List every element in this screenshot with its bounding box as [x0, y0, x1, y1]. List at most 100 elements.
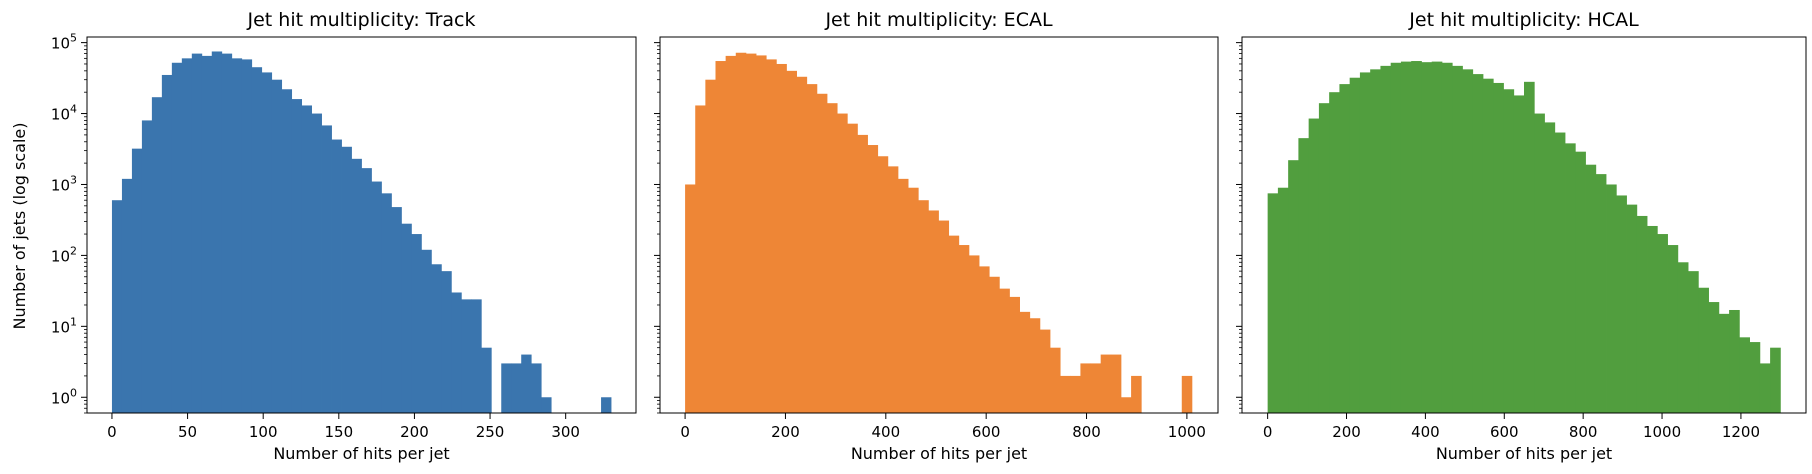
- ecal-bar: [908, 187, 919, 413]
- ecal-bar: [1181, 375, 1193, 413]
- track-bar: [511, 363, 522, 413]
- hcal-x-tick-label: 800: [1569, 423, 1598, 441]
- ecal-bar: [989, 276, 1000, 413]
- ecal-bar: [968, 255, 980, 413]
- track-bar: [471, 299, 482, 413]
- hcal-bar: [1729, 309, 1740, 413]
- hcal-bar: [1308, 118, 1320, 414]
- ecal-x-axis-label: Number of hits per jet: [851, 444, 1027, 463]
- hcal-bar: [1380, 65, 1392, 414]
- track-bar: [111, 200, 123, 413]
- track-bar: [161, 74, 173, 414]
- hcal-bar: [1288, 160, 1299, 413]
- track-bar: [601, 397, 612, 413]
- ecal-bar: [897, 178, 909, 413]
- track-bar: [341, 146, 352, 413]
- track-bar: [271, 79, 283, 413]
- track-bar: [481, 347, 492, 413]
- ecal-bar: [776, 63, 787, 413]
- track-bars: [111, 51, 612, 414]
- track-bar: [231, 58, 243, 413]
- ecal-bar: [695, 105, 706, 414]
- hcal-x-tick-label: 1000: [1643, 423, 1681, 441]
- ecal-x-tick-label: 0: [680, 423, 690, 441]
- track-bar: [141, 120, 153, 414]
- hcal-bar: [1585, 164, 1597, 413]
- track-x-tick-label: 200: [400, 423, 429, 441]
- ecal-bar: [877, 156, 889, 413]
- hcal-bar: [1359, 72, 1371, 414]
- hcal-bar: [1565, 143, 1576, 413]
- track-bar: [331, 139, 342, 414]
- hcal-bar: [1626, 204, 1638, 413]
- ecal-bar: [1120, 397, 1132, 413]
- track-bar: [401, 223, 412, 413]
- track-bar: [451, 292, 462, 413]
- y-axis-label: Number of jets (log scale): [10, 122, 29, 329]
- hcal-bar: [1708, 302, 1720, 413]
- hcal-bar: [1544, 122, 1556, 413]
- track-bar: [411, 234, 422, 413]
- y-tick-label: 105: [51, 32, 77, 53]
- track-axes-frame: [86, 36, 637, 414]
- hcal-bar: [1749, 342, 1761, 413]
- hcal-bar: [1318, 103, 1330, 414]
- ecal-bar: [756, 55, 767, 414]
- hcal-x-tick-label: 0: [1263, 423, 1273, 441]
- hcal-bar: [1411, 61, 1422, 413]
- track-bar: [431, 264, 442, 413]
- ecal-x-ticks: 0 200 400 600 800 1000: [680, 413, 1206, 441]
- hcal-histogram-panel: 0 200 400 600 800 1000 1200 Jet hit multiplici…: [1236, 9, 1807, 463]
- track-bar: [201, 55, 213, 413]
- ecal-bar: [715, 61, 727, 413]
- hcal-axes-frame: [1241, 36, 1807, 414]
- track-x-tick-label: 0: [107, 423, 117, 441]
- ecal-bar: [999, 288, 1010, 413]
- y-tick-label: 102: [51, 244, 77, 265]
- hcal-bar: [1452, 65, 1463, 414]
- track-bar: [521, 354, 532, 413]
- hcal-bar: [1524, 81, 1535, 413]
- track-bar: [171, 62, 183, 413]
- ecal-bar: [1110, 354, 1122, 413]
- hcal-bar: [1513, 95, 1525, 413]
- track-bar: [461, 299, 472, 413]
- ecal-bar: [948, 235, 960, 413]
- track-x-tick-label: 50: [178, 423, 197, 441]
- ecal-bar: [1070, 375, 1081, 413]
- track-bar: [441, 271, 452, 413]
- ecal-bar: [837, 113, 848, 414]
- hcal-bar: [1493, 82, 1504, 413]
- hcal-bar: [1575, 151, 1586, 413]
- ecal-bar: [786, 70, 797, 413]
- track-bar: [251, 67, 263, 414]
- y-tick-label: 103: [51, 173, 77, 194]
- ecal-bar: [725, 55, 737, 413]
- hcal-bar: [1267, 193, 1279, 413]
- ecal-bar: [958, 245, 970, 413]
- hcal-bar: [1698, 287, 1709, 413]
- hcal-bar: [1688, 271, 1699, 413]
- hcal-bar: [1534, 113, 1545, 414]
- track-x-tick-label: 150: [324, 423, 353, 441]
- track-bar: [381, 193, 392, 413]
- track-bar: [291, 99, 303, 413]
- ecal-bars: [685, 52, 1193, 414]
- ecal-bar: [685, 184, 696, 413]
- hcal-bar: [1554, 132, 1566, 413]
- ecal-bar: [1050, 347, 1061, 413]
- ecal-y-ticks: [654, 42, 660, 414]
- ecal-bar: [1131, 375, 1142, 413]
- ecal-x-tick-label: 1000: [1168, 423, 1206, 441]
- hcal-bar: [1400, 61, 1412, 413]
- track-x-tick-label: 250: [476, 423, 505, 441]
- hcal-bar: [1329, 92, 1340, 413]
- track-bar: [391, 207, 402, 413]
- hcal-x-axis-label: Number of hits per jet: [1436, 444, 1612, 463]
- ecal-bar: [1039, 329, 1051, 413]
- hcal-x-tick-label: 200: [1332, 423, 1361, 441]
- hcal-bar: [1636, 215, 1648, 413]
- ecal-bar: [745, 53, 757, 413]
- hcal-bar: [1606, 184, 1617, 413]
